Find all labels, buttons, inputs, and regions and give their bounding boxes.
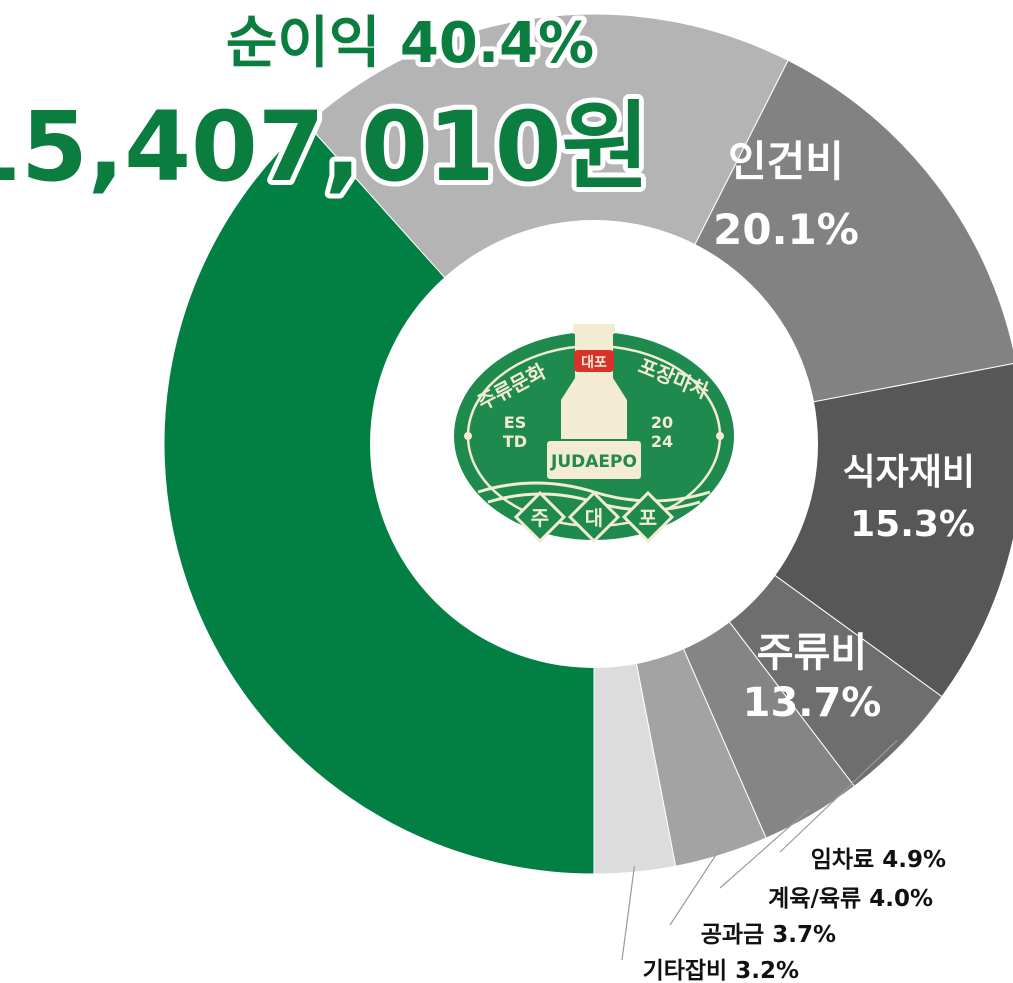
label-liquor-name: 주류비	[757, 630, 867, 676]
logo-year-top: 20	[651, 413, 673, 432]
logo-brand-panel	[545, 439, 643, 481]
leader-line-5	[779, 740, 898, 853]
logo-dot-right	[716, 432, 724, 440]
leader-line-6	[719, 809, 810, 889]
label-food-name: 식자재비	[843, 452, 975, 493]
logo-ribbon: 주 대 포	[513, 490, 675, 544]
logo-red-badge-text: 대포	[581, 355, 607, 371]
logo-ribbon-char-2: 대	[585, 506, 603, 530]
leader-line-8	[621, 865, 636, 961]
label-liquor-value: 13.7%	[743, 680, 882, 726]
logo-dot-left	[464, 432, 472, 440]
label-food-value: 15.3%	[850, 504, 975, 545]
logo-ribbon-char-1: 주	[531, 506, 549, 530]
leader-lines	[621, 740, 898, 961]
label-meat: 계육/육류 4.0%	[768, 886, 933, 912]
logo-brand-text: JUDAEPO	[550, 452, 637, 472]
profit-amount-title: 15,407,010원	[0, 91, 650, 203]
profit-percent-title: 순이익 40.4%	[226, 11, 594, 76]
label-labor-name: 인건비	[728, 137, 844, 186]
logo-red-badge	[574, 350, 614, 372]
logo-est-top: ES	[504, 413, 526, 432]
logo-diamond-1	[513, 490, 567, 544]
leader-line-7	[669, 848, 721, 926]
logo-est-bottom: TD	[503, 432, 527, 451]
logo-diamond-2	[567, 490, 621, 544]
logo-bottle-cap	[573, 324, 615, 334]
logo-year-bottom: 24	[651, 432, 673, 451]
logo-ribbon-char-3: 포	[639, 506, 657, 530]
label-rent: 임차료 4.9%	[811, 847, 946, 873]
donut-segments	[163, 13, 1013, 875]
label-labor-value: 20.1%	[713, 205, 859, 254]
label-utilities: 공과금 3.7%	[701, 922, 836, 948]
logo-diamond-3	[621, 490, 675, 544]
label-misc: 기타잡비 3.2%	[643, 958, 799, 983]
